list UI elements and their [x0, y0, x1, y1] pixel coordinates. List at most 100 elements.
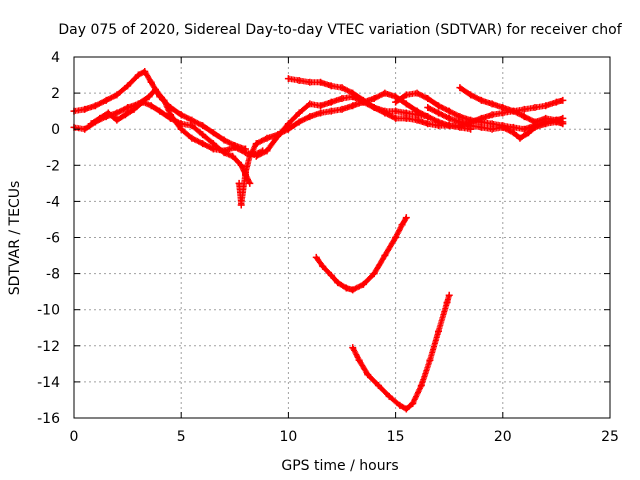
- chart-title: Day 075 of 2020, Sidereal Day-to-day VTE…: [58, 22, 622, 38]
- data-point: [252, 140, 260, 148]
- data-point: [424, 120, 432, 128]
- data-point: [81, 105, 89, 113]
- data-point: [424, 104, 432, 112]
- data-point: [477, 96, 485, 104]
- data-point: [374, 382, 382, 390]
- data-point: [359, 96, 367, 104]
- data-point: [402, 214, 410, 222]
- data-point: [402, 100, 410, 108]
- data-point: [488, 111, 496, 119]
- data-point: [147, 78, 155, 86]
- data-point: [520, 105, 528, 113]
- y-tick-label: -16: [37, 411, 60, 427]
- data-point: [237, 201, 245, 209]
- x-tick-label: 15: [387, 429, 405, 445]
- data-point: [385, 392, 393, 400]
- data-point: [81, 125, 89, 133]
- x-tick-label: 25: [601, 429, 619, 445]
- data-point: [349, 89, 357, 97]
- data-point: [443, 298, 451, 306]
- data-point: [237, 161, 245, 169]
- data-point: [409, 400, 417, 408]
- data-point: [121, 111, 129, 119]
- data-point: [542, 102, 550, 110]
- data-point: [130, 105, 138, 113]
- data-point: [370, 104, 378, 112]
- series-track-b: [70, 85, 267, 158]
- series-track-h: [413, 96, 567, 130]
- data-point: [559, 120, 567, 128]
- data-point: [531, 123, 539, 131]
- data-point: [381, 109, 389, 117]
- series-track-c: [87, 98, 254, 187]
- data-point: [166, 114, 174, 122]
- data-point: [424, 95, 432, 103]
- data-point: [295, 76, 303, 84]
- series-markers: [349, 292, 453, 412]
- data-point: [220, 149, 228, 157]
- data-point: [426, 356, 434, 364]
- data-point: [252, 152, 260, 160]
- data-point: [392, 114, 400, 122]
- data-point: [434, 102, 442, 110]
- data-point: [370, 270, 378, 278]
- data-point: [199, 122, 207, 130]
- data-point: [499, 123, 507, 131]
- data-point: [327, 82, 335, 90]
- data-point: [370, 95, 378, 103]
- data-point: [531, 104, 539, 112]
- data-point: [520, 113, 528, 121]
- data-point: [96, 114, 104, 122]
- data-point: [327, 107, 335, 115]
- data-point: [510, 129, 518, 137]
- x-axis-label: GPS time / hours: [281, 458, 398, 474]
- data-point: [542, 120, 550, 128]
- data-point: [392, 107, 400, 115]
- data-point: [284, 75, 292, 83]
- data-point: [295, 109, 303, 117]
- y-tick-label: -10: [37, 303, 60, 319]
- y-tick-label: 0: [51, 122, 60, 138]
- data-point: [246, 152, 254, 160]
- data-point: [139, 98, 147, 106]
- data-point: [520, 125, 528, 133]
- data-point: [242, 149, 250, 157]
- y-tick-label: -6: [46, 231, 60, 247]
- series-markers: [236, 90, 420, 208]
- y-tick-label: -14: [37, 375, 60, 391]
- data-point: [445, 107, 453, 115]
- data-point: [284, 120, 292, 128]
- y-axis-ticks: -16 -14 -12 -10 -8 -6 -4 -2 0 2 4: [37, 50, 610, 427]
- data-point: [349, 102, 357, 110]
- data-point: [113, 91, 121, 99]
- data-point: [445, 114, 453, 122]
- data-point: [147, 102, 155, 110]
- y-tick-label: 4: [51, 50, 60, 66]
- data-point: [552, 98, 560, 106]
- x-tick-label: 10: [279, 429, 297, 445]
- data-point: [445, 122, 453, 130]
- data-point: [327, 271, 335, 279]
- data-point: [338, 105, 346, 113]
- series-markers: [313, 214, 410, 293]
- data-point: [134, 71, 142, 79]
- data-point: [359, 280, 367, 288]
- data-point: [334, 279, 342, 287]
- data-point: [434, 109, 442, 117]
- data-point: [488, 125, 496, 133]
- data-point: [402, 405, 410, 413]
- data-point: [312, 253, 320, 261]
- data-point: [263, 134, 271, 142]
- data-point: [229, 152, 237, 160]
- y-tick-label: -2: [46, 158, 60, 174]
- data-point: [402, 114, 410, 122]
- data-point: [398, 221, 406, 229]
- data-point: [396, 401, 404, 409]
- y-tick-label: -8: [46, 267, 60, 283]
- data-point: [477, 123, 485, 131]
- data-point: [104, 109, 112, 117]
- data-point: [342, 284, 350, 292]
- data-point: [113, 109, 121, 117]
- data-point: [124, 104, 132, 112]
